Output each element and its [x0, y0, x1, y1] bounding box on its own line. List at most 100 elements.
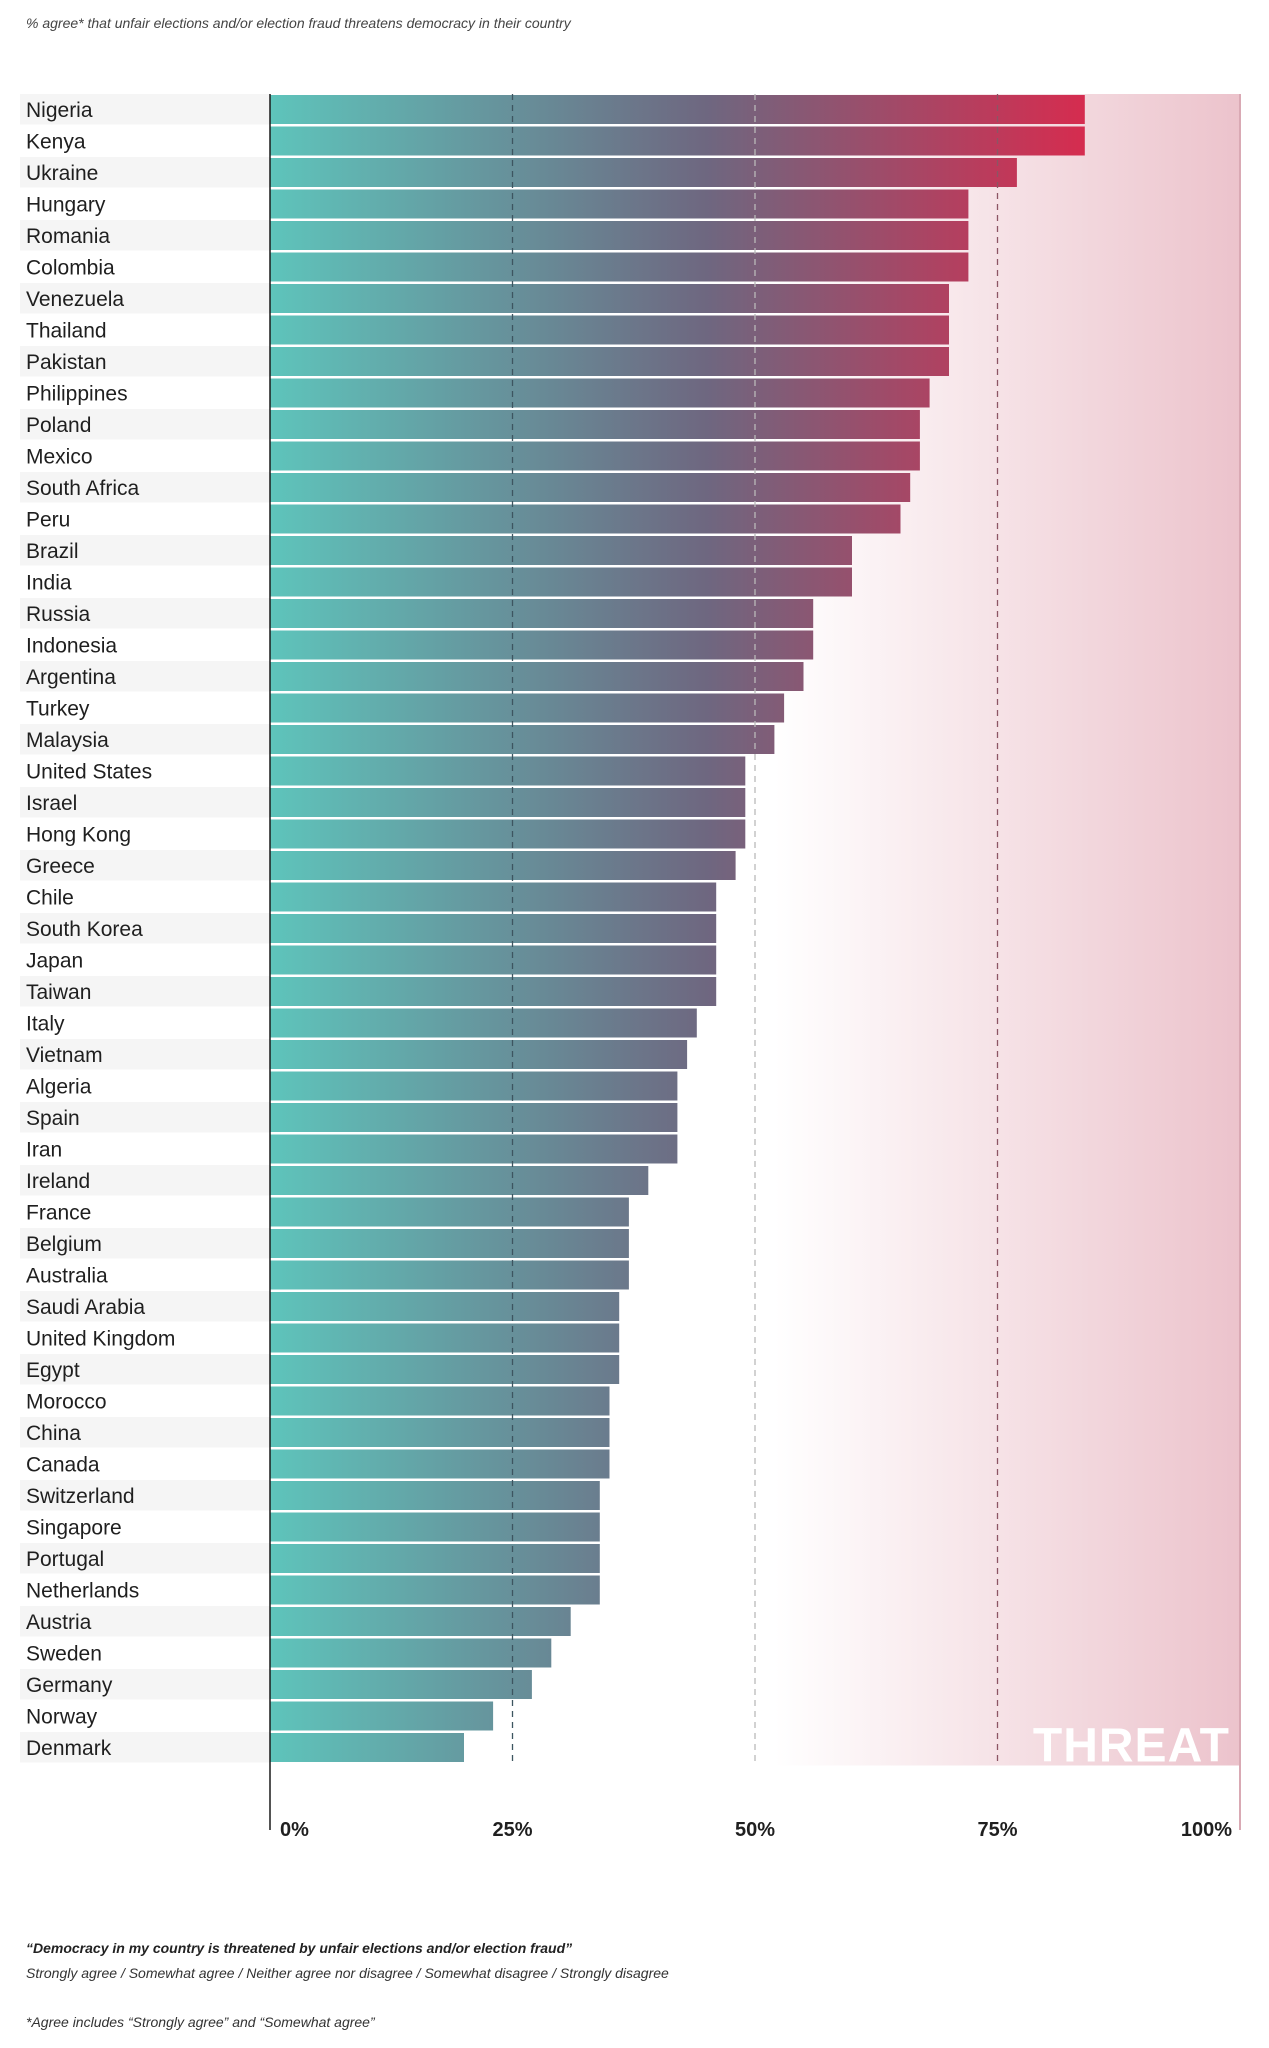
bar	[270, 1008, 697, 1038]
bar	[270, 1670, 532, 1699]
category-label: South Korea	[26, 918, 143, 941]
row-stripe	[20, 1732, 270, 1763]
category-label: India	[26, 571, 72, 594]
row-stripe	[20, 1669, 270, 1700]
bar	[270, 1418, 610, 1447]
bar	[270, 1166, 649, 1195]
category-label: Russia	[26, 603, 91, 626]
row-stripe	[20, 472, 270, 503]
category-label: Belgium	[26, 1233, 102, 1256]
row-stripe	[20, 850, 270, 881]
row-stripe	[20, 913, 270, 944]
bar	[270, 725, 775, 754]
category-label: Austria	[26, 1611, 92, 1634]
category-label: Argentina	[26, 666, 116, 689]
category-label: Iran	[26, 1138, 62, 1161]
x-tick-label: 100%	[1181, 1819, 1232, 1841]
footer: “Democracy in my country is threatened b…	[26, 1940, 1226, 2030]
row-stripe	[20, 346, 270, 377]
bar	[270, 347, 949, 376]
category-label: Hong Kong	[26, 823, 131, 846]
category-label: South Africa	[26, 477, 140, 500]
bar	[270, 441, 920, 471]
category-label: Hungary	[26, 193, 106, 216]
bar	[270, 536, 852, 565]
row-stripe	[20, 1165, 270, 1196]
row-stripe	[20, 535, 270, 566]
bar	[270, 788, 746, 817]
bar	[270, 252, 969, 282]
bar	[270, 126, 1085, 156]
category-label: Philippines	[26, 382, 128, 405]
category-label: Japan	[26, 949, 83, 972]
category-label: Chile	[26, 886, 74, 909]
bar	[270, 1134, 678, 1164]
category-label: France	[26, 1201, 91, 1224]
category-label: Ireland	[26, 1170, 90, 1193]
bar	[270, 473, 911, 502]
row-stripe	[20, 1606, 270, 1637]
row-stripe	[20, 94, 270, 125]
row-stripe	[20, 1354, 270, 1385]
row-stripe	[20, 157, 270, 188]
x-tick-label: 25%	[492, 1819, 532, 1841]
category-label: Vietnam	[26, 1044, 103, 1067]
category-label: Norway	[26, 1705, 98, 1728]
bar	[270, 95, 1085, 124]
bar	[270, 756, 746, 786]
category-label: Sweden	[26, 1642, 102, 1665]
bar	[270, 630, 814, 660]
row-stripe	[20, 724, 270, 755]
category-label: China	[26, 1422, 81, 1445]
x-tick-labels: 0% 25% 50% 75% 100%	[280, 1819, 1232, 1841]
bar	[270, 1292, 620, 1321]
row-stripes	[20, 94, 270, 1763]
bar	[270, 1355, 620, 1384]
bar	[270, 284, 949, 313]
bar	[270, 977, 717, 1006]
category-labels: Nigeria Kenya Ukraine Hungary Romania Colombi…	[26, 99, 175, 1760]
bar	[270, 221, 969, 250]
axes	[269, 94, 1241, 1830]
category-label: Turkey	[26, 697, 90, 720]
category-label: Australia	[26, 1264, 108, 1287]
bar	[270, 158, 1017, 187]
category-label: Egypt	[26, 1359, 80, 1382]
bar	[270, 1040, 688, 1069]
row-stripe	[20, 1291, 270, 1322]
bar	[270, 315, 949, 345]
category-label: Portugal	[26, 1548, 104, 1571]
row-stripe	[20, 1543, 270, 1574]
x-tick-label: 75%	[977, 1819, 1017, 1841]
row-stripe	[20, 1417, 270, 1448]
category-label: Algeria	[26, 1075, 92, 1098]
row-stripe	[20, 1480, 270, 1511]
bar	[270, 819, 746, 849]
category-label: Spain	[26, 1107, 80, 1130]
row-stripe	[20, 409, 270, 440]
bar	[270, 662, 804, 691]
row-stripe	[20, 283, 270, 314]
threat-annotation: THREAT	[1033, 1720, 1230, 1773]
survey-question: “Democracy in my country is threatened b…	[26, 1940, 573, 1956]
category-label: Mexico	[26, 445, 93, 468]
x-tick-label: 0%	[280, 1819, 309, 1841]
category-label: Kenya	[26, 130, 86, 153]
category-label: Venezuela	[26, 288, 124, 311]
category-label: Brazil	[26, 540, 79, 563]
bar	[270, 882, 717, 912]
category-label: Morocco	[26, 1390, 107, 1413]
bar	[270, 1386, 610, 1416]
bar	[270, 189, 969, 219]
x-tick-label: 50%	[735, 1819, 775, 1841]
response-scale: Strongly agree / Somewhat agree / Neithe…	[26, 1965, 669, 1981]
horizontal-bar-chart: THREAT Nigeria Kenya Ukraine Hungary Romania…	[20, 94, 1241, 1841]
bar	[270, 1607, 571, 1636]
category-label: Netherlands	[26, 1579, 139, 1602]
category-label: Poland	[26, 414, 91, 437]
bar	[270, 1733, 464, 1762]
row-stripe	[20, 1228, 270, 1259]
category-label: Nigeria	[26, 99, 93, 122]
category-label: Colombia	[26, 256, 115, 279]
bar	[270, 1260, 629, 1290]
